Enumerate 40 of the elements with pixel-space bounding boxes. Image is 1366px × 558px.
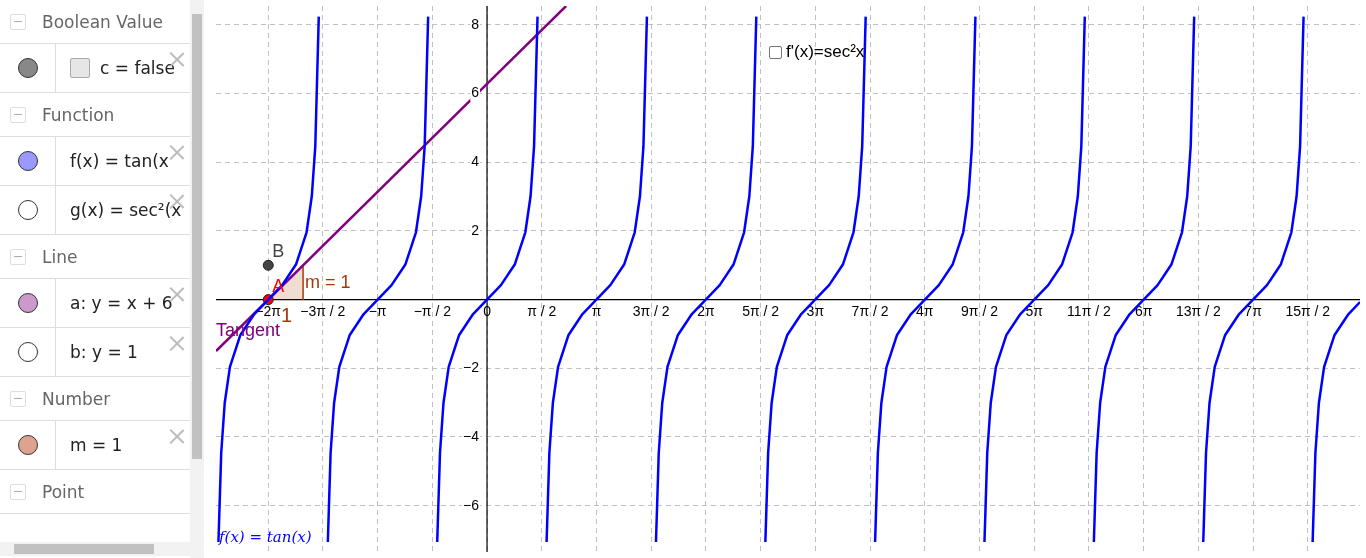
text: c = false: [100, 58, 175, 78]
x-tick-label: −3π / 2: [300, 302, 346, 319]
x-tick-label: 15π / 2: [1285, 302, 1331, 319]
text: Point: [42, 481, 85, 502]
x-tick-label: 2π: [697, 302, 715, 319]
y-tick-label: −2: [463, 359, 480, 376]
x-tick-label: 6π: [1134, 302, 1153, 319]
y-tick-label: −6: [463, 496, 480, 513]
x-tick-label: 9π / 2: [961, 302, 999, 319]
x-tick-label: π: [591, 302, 602, 319]
x-tick-label: π / 2: [527, 302, 557, 319]
text: Function: [42, 104, 115, 125]
text: m = 1: [70, 435, 123, 455]
x-tick-label: −π / 2: [413, 302, 452, 319]
x-tick-label: 3π: [806, 302, 825, 319]
y-tick-label: 6: [471, 84, 480, 101]
x-tick-label: 3π / 2: [632, 302, 670, 319]
x-tick-label: 13π / 2: [1176, 302, 1221, 319]
x-tick-label: −π: [368, 302, 387, 319]
x-tick-label: −2π: [255, 302, 282, 319]
annotation: m = 1: [305, 271, 351, 293]
x-tick-label: 4π: [916, 302, 934, 319]
text: a: y = x + 6: [70, 293, 173, 313]
text: Number: [42, 388, 111, 409]
text: b: y = 1: [70, 342, 138, 362]
annotation: 1: [281, 303, 293, 327]
x-tick-label: 5π / 2: [742, 302, 780, 319]
text: Line: [42, 246, 78, 267]
y-tick-label: 8: [471, 15, 480, 32]
x-tick-label: 7π: [1244, 302, 1263, 319]
x-tick-label: 11π / 2: [1067, 302, 1111, 319]
annotation: f'(x)=sec²x: [786, 42, 865, 62]
text: Boolean Value: [42, 11, 163, 32]
series-label: B: [272, 241, 285, 262]
y-tick-label: 4: [471, 153, 480, 170]
text: g(x) = sec²(x: [70, 200, 182, 220]
y-tick-label: −4: [463, 427, 480, 444]
y-tick-label: 2: [471, 221, 480, 238]
text: f(x) = tan(x: [70, 151, 169, 171]
x-tick-label: 7π / 2: [851, 302, 889, 319]
